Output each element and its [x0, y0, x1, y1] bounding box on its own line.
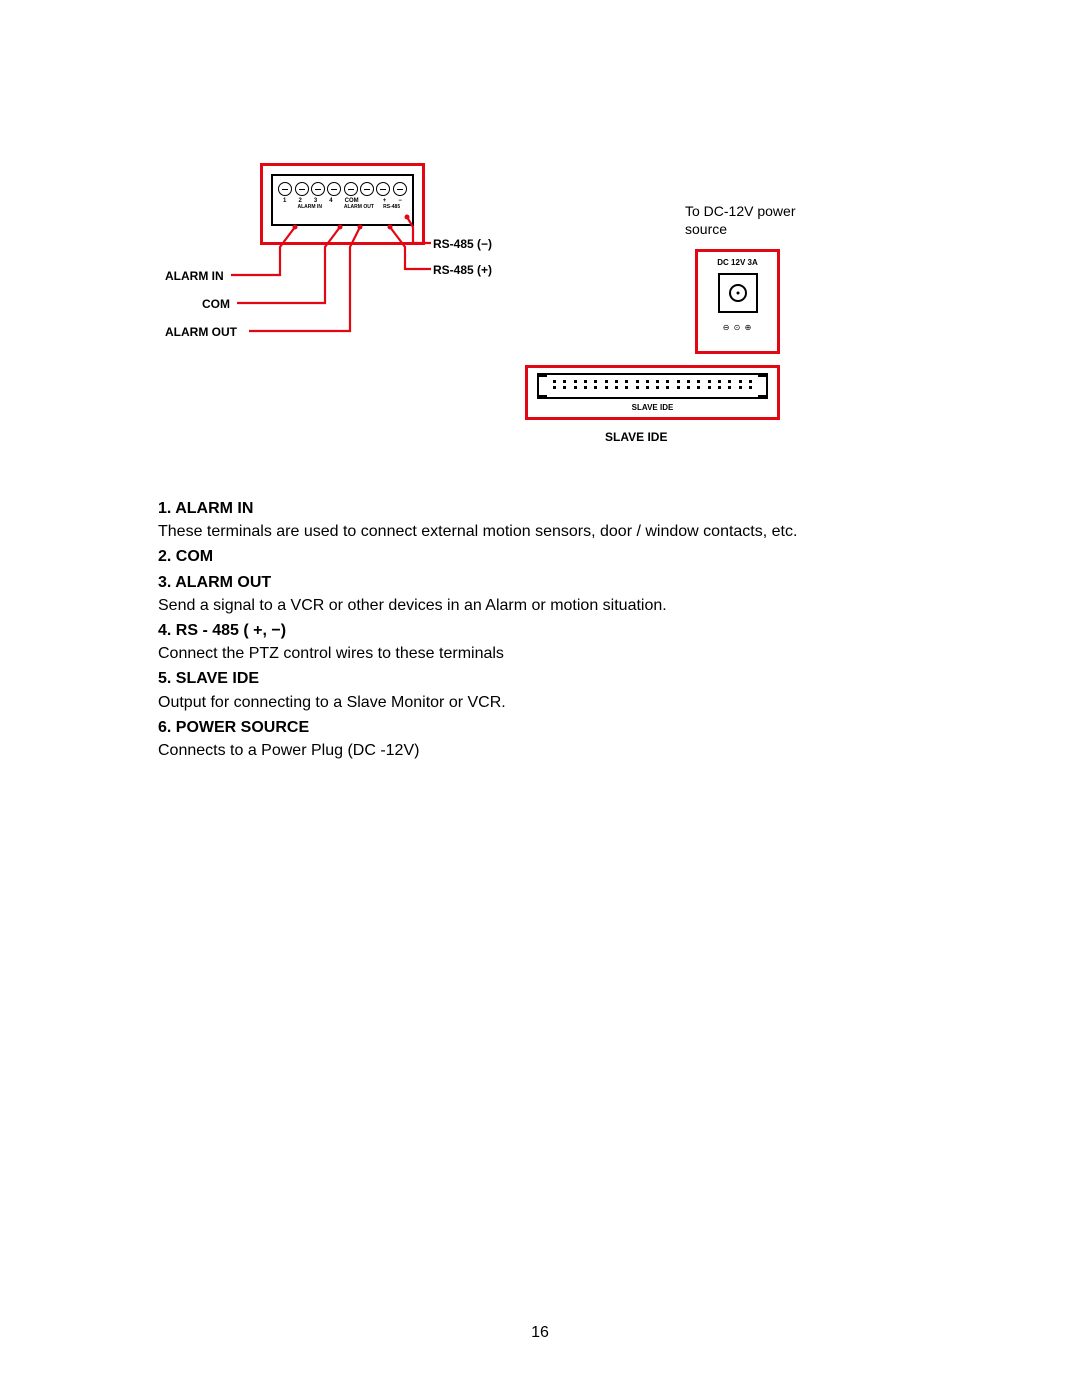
ide-pin	[625, 386, 628, 389]
ide-pin	[677, 386, 680, 389]
ide-pin	[615, 386, 618, 389]
description-heading: 5. SLAVE IDE	[158, 667, 928, 690]
ide-pin	[677, 380, 680, 383]
ide-pin	[594, 386, 597, 389]
ide-pin-row	[553, 386, 752, 389]
ide-pin	[687, 380, 690, 383]
ide-pins	[553, 380, 752, 389]
ide-pin	[697, 380, 700, 383]
ide-pin	[646, 386, 649, 389]
description-body: These terminals are used to connect exte…	[158, 520, 928, 543]
description-body: Connects to a Power Plug (DC -12V)	[158, 739, 928, 762]
screw-terminal	[327, 182, 341, 196]
dc-note-line1: To DC-12V power	[685, 203, 796, 219]
dc-note-line2: source	[685, 221, 727, 237]
dc-polarity: ⊖ ⊙ ⊕	[698, 323, 777, 332]
dc-jack-frame	[718, 273, 758, 313]
screw-terminal	[376, 182, 390, 196]
terminal-block-inner: 1 2 3 4 COM + − ALARM IN ALARM OUT RS-48…	[271, 174, 414, 226]
ide-pin	[718, 380, 721, 383]
callout-com: COM	[202, 297, 230, 311]
ide-notch	[758, 375, 768, 397]
dc-jack-icon	[729, 284, 747, 302]
description-body: Output for connecting to a Slave Monitor…	[158, 691, 928, 714]
ide-pin	[739, 380, 742, 383]
page: 1 2 3 4 COM + − ALARM IN ALARM OUT RS-48…	[0, 0, 1080, 1397]
ide-caption: SLAVE IDE	[605, 430, 667, 444]
dc-power-box: DC 12V 3A ⊖ ⊙ ⊕	[695, 249, 780, 354]
description-heading: 2. COM	[158, 545, 928, 568]
callout-rs485-minus: RS-485 (−)	[433, 237, 492, 251]
description-body: Send a signal to a VCR or other devices …	[158, 594, 928, 617]
group-label-rs485: RS-485	[375, 204, 408, 210]
ide-pin	[728, 380, 731, 383]
slave-ide-box: SLAVE IDE	[525, 365, 780, 420]
ide-pin	[605, 386, 608, 389]
ide-pin	[728, 386, 731, 389]
ide-pin	[636, 380, 639, 383]
ide-pin	[739, 386, 742, 389]
screw-terminal	[311, 182, 325, 196]
description-body: Connect the PTZ control wires to these t…	[158, 642, 928, 665]
dc-note: To DC-12V power source	[685, 203, 796, 238]
dc-title: DC 12V 3A	[698, 258, 777, 267]
callout-rs485-plus: RS-485 (+)	[433, 263, 492, 277]
terminal-pin-labels: 1 2 3 4 COM + −	[273, 196, 412, 204]
ide-pin	[718, 386, 721, 389]
ide-pin	[625, 380, 628, 383]
ide-title: SLAVE IDE	[533, 403, 772, 412]
ide-pin	[697, 386, 700, 389]
ide-pin	[666, 386, 669, 389]
screw-terminal	[295, 182, 309, 196]
ide-pin	[594, 380, 597, 383]
ide-pin	[666, 380, 669, 383]
screw-terminal	[344, 182, 358, 196]
ide-connector	[537, 373, 768, 399]
description-heading: 6. POWER SOURCE	[158, 716, 928, 739]
screw-terminal	[393, 182, 407, 196]
ide-pin	[563, 386, 566, 389]
description-heading: 4. RS - 485 ( +, −)	[158, 619, 928, 642]
screw-terminal	[278, 182, 292, 196]
ide-pin-row	[553, 380, 752, 383]
screw-terminal	[360, 182, 374, 196]
ide-pin	[563, 380, 566, 383]
terminal-group-labels: ALARM IN ALARM OUT RS-485	[273, 204, 412, 210]
ide-notch	[537, 375, 547, 397]
ide-pin	[646, 380, 649, 383]
ide-pin	[708, 386, 711, 389]
ide-pin	[636, 386, 639, 389]
terminal-block-box: 1 2 3 4 COM + − ALARM IN ALARM OUT RS-48…	[260, 163, 425, 245]
ide-pin	[615, 380, 618, 383]
callout-alarm-out: ALARM OUT	[165, 325, 237, 339]
ide-pin	[605, 380, 608, 383]
ide-pin	[656, 386, 659, 389]
ide-pin	[687, 386, 690, 389]
ide-pin	[584, 386, 587, 389]
screw-row	[273, 176, 412, 196]
descriptions-list: 1. ALARM INThese terminals are used to c…	[158, 495, 928, 762]
ide-pin	[656, 380, 659, 383]
ide-pin	[553, 380, 556, 383]
ide-pin	[749, 380, 752, 383]
ide-pin	[749, 386, 752, 389]
ide-pin	[574, 380, 577, 383]
ide-pin	[574, 386, 577, 389]
ide-pin	[708, 380, 711, 383]
description-heading: 1. ALARM IN	[158, 497, 928, 520]
group-label-alarm-in: ALARM IN	[277, 204, 343, 210]
diagram-area: 1 2 3 4 COM + − ALARM IN ALARM OUT RS-48…	[155, 155, 925, 465]
callout-alarm-in: ALARM IN	[165, 269, 224, 283]
ide-pin	[553, 386, 556, 389]
description-heading: 3. ALARM OUT	[158, 571, 928, 594]
ide-pin	[584, 380, 587, 383]
page-number: 16	[0, 1324, 1080, 1342]
group-label-alarm-out: ALARM OUT	[343, 204, 376, 210]
